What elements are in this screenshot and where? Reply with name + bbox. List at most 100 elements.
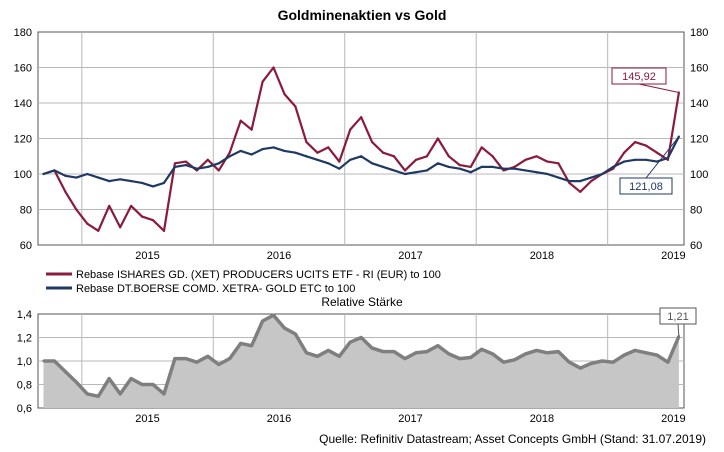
legend: Rebase ISHARES GD. (XET) PRODUCERS UCITS… [46,269,441,295]
sub-y-tick-label: 0,8 [17,380,32,392]
gold-etc-point [195,167,198,170]
gold-miners-point [414,158,418,161]
rs-callout-label: 1,21 [667,311,688,323]
gdx-callout-box [611,67,667,85]
gold-etc-point [64,174,67,177]
source-note: Quelle: Refinitiv Datastream; Asset Conc… [319,432,706,446]
main-y-tick-label-right: 100 [690,169,708,181]
gold-etc-point [392,169,396,172]
gold-miners-point [403,169,407,172]
gold-miners-point [644,144,648,147]
relative-strength-point [622,353,626,357]
gold-etc-point [305,155,308,158]
relative-strength-chart: 0,6 0,8 1,0 1,2 1,4 2015 2016 2017 2018 2019 1,21 [17,307,697,425]
relative-strength-point [590,362,593,365]
gold-etc-point [239,149,242,153]
gold-miners-point [119,226,122,229]
gold-miners-point [75,208,78,211]
gold-etc-point [480,165,483,168]
gold-etc-point [425,169,429,172]
gold-miners-point [392,155,396,158]
gold-etc-point [42,172,45,176]
gold-miners-point [184,160,187,163]
gold-etc-point [184,164,187,167]
relative-strength-point [436,344,440,347]
gold-etc-point [414,171,418,174]
gold-etc-point [108,180,111,183]
gold-miners-point [338,160,341,163]
gold-miners-point [524,158,527,161]
gold-etc-point [316,158,319,161]
main-y-tick-label: 80 [20,205,32,217]
gold-miners-point [447,155,450,158]
gold-etc-point [327,162,330,165]
gold-etc-point [349,158,352,161]
gold-miners-point [568,181,571,184]
relative-strength-point [64,370,67,373]
relative-strength-point [359,336,363,339]
relative-strength-point [53,359,56,363]
gold-miners-point [360,116,363,119]
gold-miners-point [458,164,461,167]
gold-miners-point [513,165,516,168]
main-x-tick-label: 2018 [530,250,554,262]
relative-strength-point [151,383,155,386]
gold-etc-point [568,180,571,183]
gold-miners-point [261,80,264,83]
relative-strength-point [217,363,220,366]
main-y-tick-label-right: 80 [690,205,702,217]
relative-strength-point [338,355,341,358]
gold-etc-point [491,165,494,168]
gold-miners-point [162,229,166,232]
relative-strength-point [272,313,275,317]
main-y-tick-label: 180 [14,27,32,39]
gold-miners-point [502,169,505,172]
gold-miners-point [381,151,385,154]
relative-strength-point [611,360,615,364]
rs-callout-box [659,307,697,325]
gold-etc-point [97,176,100,179]
relative-strength-point [546,351,549,354]
relative-strength-point [228,357,231,360]
gold-miners-point [151,219,155,222]
relative-strength-point [239,342,242,345]
relative-strength-point [140,383,144,386]
gold-etc-point [655,160,659,163]
gold-miners-point [546,160,549,163]
relative-strength-point [644,351,648,354]
gold-etc-point [546,172,549,176]
relative-strength-point [425,350,429,353]
gold-miners-point [436,137,439,140]
gold-etc-point [612,165,615,168]
gold-etc-point [53,169,56,172]
gold-etc-point [206,165,209,168]
gold-miners-point [272,66,275,69]
relative-strength-point [633,349,637,352]
relative-strength-point [75,380,78,384]
gold-etc-point [228,155,231,158]
relative-strength-point [42,359,45,363]
relative-strength-point [250,344,253,347]
sub-x-tick-label: 2018 [530,413,554,425]
gold-etc-point [75,176,78,179]
main-y-tick-label: 120 [14,134,32,146]
relative-strength-point [600,359,604,363]
sub-x-tick-label: 2015 [135,413,159,425]
gold-miners-point [108,204,111,208]
relative-strength-point [513,358,516,362]
sub-y-tick-label: 1,2 [17,333,32,345]
relative-strength-point [447,352,451,356]
gold-etc-point [272,146,275,149]
relative-strength-point [557,350,560,353]
gold-etc-point [140,181,144,184]
gold-etc-point [557,176,560,179]
sub-x-tick-label: 2016 [267,413,291,425]
gold-etc-point [294,151,297,154]
gdx-callout-leader [638,83,679,93]
gold-etc-point [513,167,516,170]
gold-etc-point [469,171,472,174]
relative-strength-area [43,315,679,408]
sub-y-tick-label: 1,0 [17,356,32,368]
gold-miners-point [239,119,242,122]
